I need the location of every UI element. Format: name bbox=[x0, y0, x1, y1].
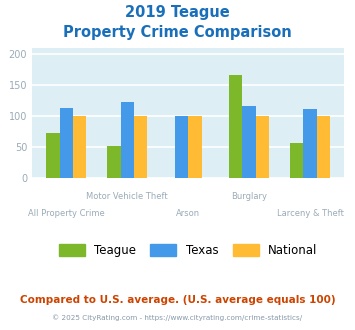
Bar bbox=[107, 146, 120, 178]
Bar bbox=[317, 116, 330, 178]
Text: Compared to U.S. average. (U.S. average equals 100): Compared to U.S. average. (U.S. average … bbox=[20, 295, 335, 305]
Bar bbox=[46, 133, 60, 178]
Text: Burglary: Burglary bbox=[231, 192, 267, 201]
Bar bbox=[290, 144, 303, 178]
Text: Arson: Arson bbox=[176, 209, 200, 218]
Bar bbox=[175, 116, 188, 178]
Bar bbox=[229, 75, 242, 178]
Bar bbox=[120, 103, 134, 178]
Bar bbox=[242, 106, 256, 178]
Text: All Property Crime: All Property Crime bbox=[28, 209, 105, 218]
Bar bbox=[73, 116, 86, 178]
Text: Property Crime Comparison: Property Crime Comparison bbox=[63, 25, 292, 40]
Bar bbox=[134, 116, 147, 178]
Text: Motor Vehicle Theft: Motor Vehicle Theft bbox=[86, 192, 168, 201]
Text: © 2025 CityRating.com - https://www.cityrating.com/crime-statistics/: © 2025 CityRating.com - https://www.city… bbox=[53, 314, 302, 321]
Bar bbox=[60, 108, 73, 178]
Legend: Teague, Texas, National: Teague, Texas, National bbox=[54, 239, 322, 262]
Bar bbox=[188, 116, 202, 178]
Text: Larceny & Theft: Larceny & Theft bbox=[277, 209, 344, 218]
Bar bbox=[256, 116, 269, 178]
Bar bbox=[303, 109, 317, 178]
Text: 2019 Teague: 2019 Teague bbox=[125, 5, 230, 20]
